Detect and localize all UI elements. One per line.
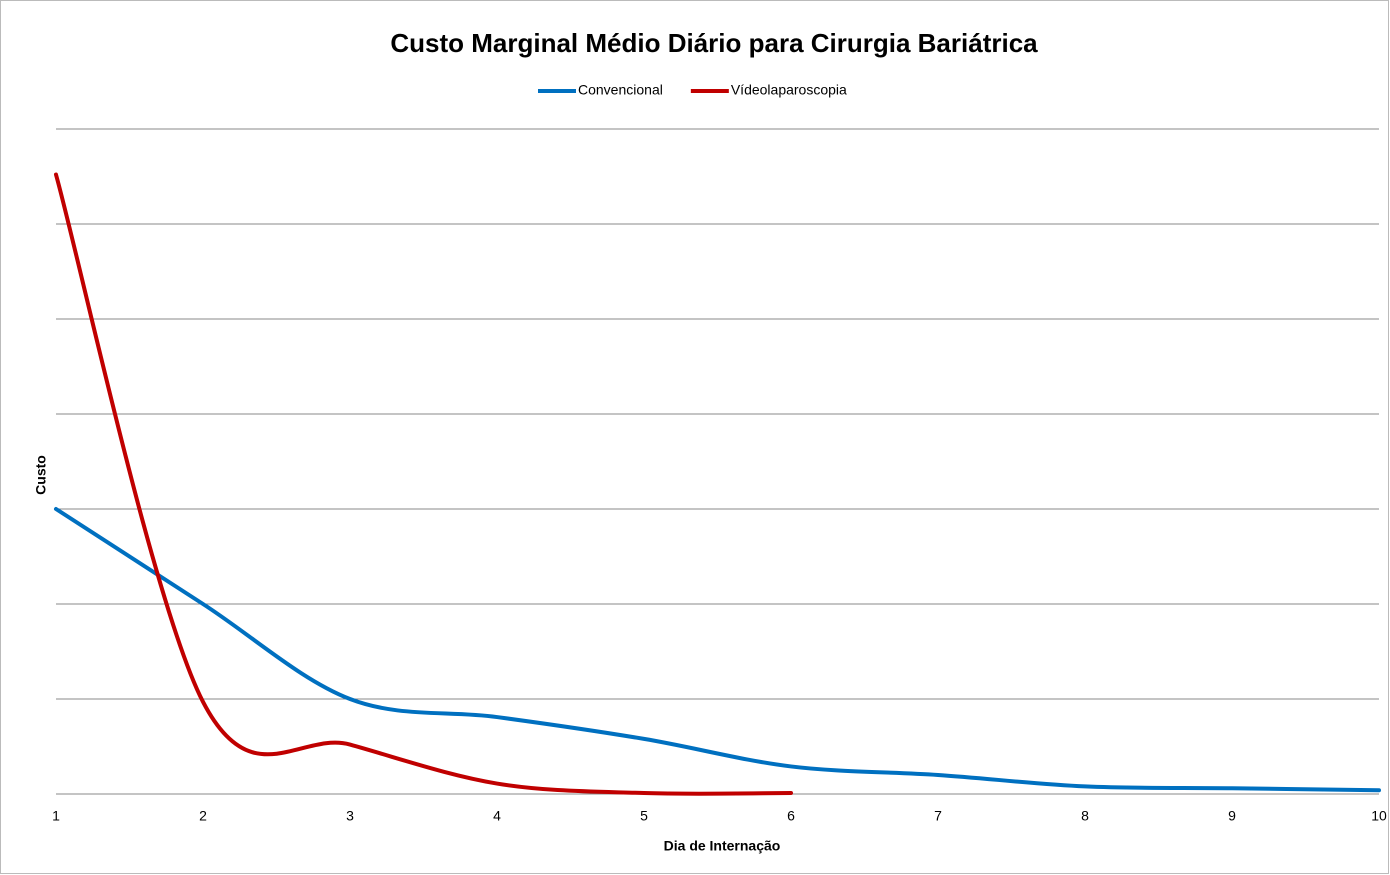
x-tick-label: 8 [1081,808,1089,824]
x-tick-label: 1 [52,808,60,824]
x-tick-label: 7 [934,808,942,824]
x-tick-label: 9 [1228,808,1236,824]
x-tick-label: 10 [1371,808,1387,824]
x-axis-label: Dia de Internação [664,838,781,854]
x-tick-label: 2 [199,808,207,824]
y-axis-label: Custo [33,455,49,495]
legend-label: Vídeolaparoscopia [731,82,847,98]
legend-label: Convencional [578,82,663,98]
chart-title: Custo Marginal Médio Diário para Cirurgi… [390,28,1038,58]
series-line [54,172,793,796]
x-tick-label: 5 [640,808,648,824]
series-line [54,507,1381,793]
x-tick-label: 4 [493,808,501,824]
x-tick-label: 6 [787,808,795,824]
x-tick-label: 3 [346,808,354,824]
